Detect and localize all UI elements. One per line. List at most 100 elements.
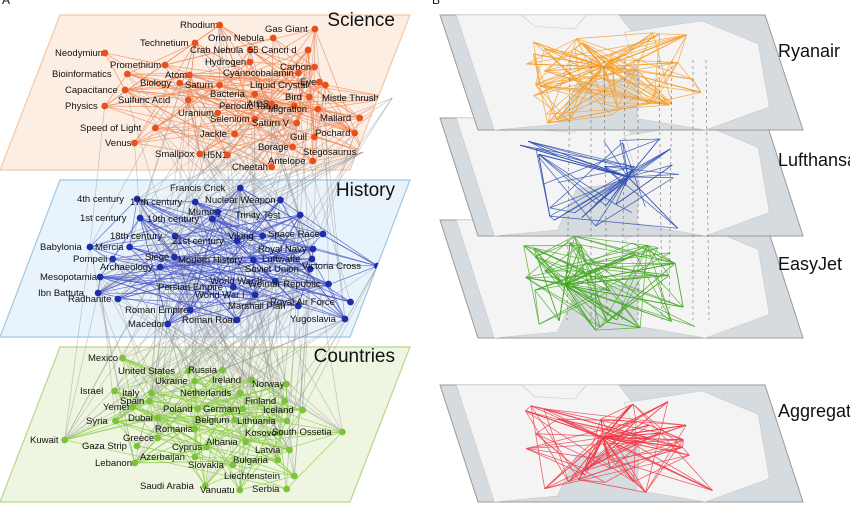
node-label-netherlands: Netherlands: [180, 388, 231, 399]
node-label-mesopotamia: Mesopotamia: [40, 272, 98, 283]
node-label-archaeology: Archaeology: [100, 262, 153, 273]
node-label-israel: Israel: [80, 386, 103, 397]
node-weimar-republic: [325, 281, 332, 288]
node-pochard: [351, 130, 358, 137]
node-label-21st-century: 21st century: [172, 236, 224, 247]
node-label-venus: Venus: [105, 138, 132, 149]
node-label-gas-giant: Gas Giant: [265, 24, 308, 35]
node-label-saturn-v: Saturn V: [252, 118, 290, 129]
node-label-cyanocobalamin: Cyanocobalamin: [223, 68, 294, 79]
node-romania: [191, 426, 198, 433]
node-label-bioinformatics: Bioinformatics: [52, 69, 112, 80]
node-label-azerbaijan: Azerbaijan: [140, 452, 185, 463]
node-label-smallpox: Smallpox: [155, 149, 194, 160]
node-syria: [112, 418, 119, 425]
node-label-technetium: Technetium: [140, 38, 189, 49]
node-migration: [315, 106, 322, 113]
node-viking: [259, 233, 266, 240]
node-speed-of-light: [152, 125, 159, 132]
node-label-saturn: Saturn: [185, 80, 213, 91]
node-cheetah: [268, 164, 275, 171]
node-lebanon: [131, 460, 138, 467]
node-label-borage: Borage: [258, 142, 289, 153]
node-bacteria: [251, 91, 258, 98]
node-label-nuclear-weapon: Nuclear Weapon: [205, 195, 276, 206]
layer-title-history: History: [336, 180, 396, 201]
node-dubai: [154, 415, 161, 422]
node-netherlands: [237, 390, 244, 397]
node-label-kuwait: Kuwait: [30, 435, 59, 446]
node-saturn: [216, 82, 223, 89]
node-label-germany: Germany: [203, 404, 242, 415]
node-capacitance: [122, 87, 129, 94]
node-label-rhodium: Rhodium: [180, 20, 218, 31]
node-17th-century: [192, 199, 199, 206]
node-label-speed-of-light: Speed of Light: [80, 123, 142, 134]
panel-label-b: B: [432, 0, 440, 7]
node-latvia: [286, 447, 293, 454]
node-nuclear-weapon: [277, 197, 284, 204]
node-label-trinity-test: Trinity Test: [235, 210, 281, 221]
node-label-17th-century: 17th century: [130, 197, 183, 208]
node-jackle: [231, 131, 238, 138]
node-babylonia: [87, 244, 94, 251]
node-label-biology: Biology: [140, 78, 171, 89]
node-label-francis-crick: Francis Crick: [170, 183, 226, 194]
node-label-royal-air-force: Royal Air Force: [270, 297, 335, 308]
node-label-mexico: Mexico: [88, 353, 118, 364]
node-modern-history: [250, 257, 257, 264]
node-lithuania: [284, 418, 291, 425]
node-label-victoria-cross: Victoria Cross: [302, 261, 361, 272]
node-radhanite: [115, 296, 122, 303]
node-label-ireland: Ireland: [212, 375, 241, 386]
node-trinity-test: [297, 212, 304, 219]
node-orion-nebula: [270, 35, 277, 42]
airline-title-easyjet: EasyJet: [778, 254, 842, 274]
node-venus: [131, 140, 138, 147]
node-royal-navy: [310, 246, 317, 253]
node-label-uranium: Uranium: [178, 108, 214, 119]
node-greece: [154, 435, 161, 442]
node-label-hydrogen: Hydrogen: [205, 57, 246, 68]
node-saturn-v: [293, 120, 300, 127]
node-label-sulfuric-acid: Sulfuric Acid: [118, 95, 170, 106]
airline-title-ryanair: Ryanair: [778, 41, 840, 61]
node-spain: [146, 398, 153, 405]
node-label-bulgaria: Bulgaria: [233, 455, 269, 466]
node-mercia: [126, 244, 133, 251]
node-label-ukraine: Ukraine: [155, 376, 188, 387]
node-label-space-race: Space Race: [268, 229, 320, 240]
node-albania: [242, 439, 249, 446]
node-label-neodymium: Neodymium: [55, 48, 106, 59]
node-kuwait: [61, 437, 68, 444]
node-space-race: [320, 231, 327, 238]
node-south-ossetia: [339, 429, 346, 436]
node-label-bird: Bird: [285, 92, 302, 103]
node-label-mallard: Mallard: [320, 113, 351, 124]
node-israel: [111, 388, 118, 395]
node-borage: [289, 144, 296, 151]
node-label-romania: Romania: [155, 424, 194, 435]
node-55-cancri-d: [305, 47, 312, 54]
node-francis-crick: [237, 185, 244, 192]
node-label-roman-road: Roman Road: [182, 315, 238, 326]
node-siege: [171, 254, 178, 261]
node-eye: [316, 79, 323, 86]
airline-layer-easyjet: [440, 220, 803, 338]
node-promethium: [162, 62, 169, 69]
node-bulgaria: [274, 457, 281, 464]
node-label-radhanite: Radhanite: [68, 294, 111, 305]
airline-title-lufthansa: Lufthansa: [778, 150, 850, 170]
node-label-aids: AIDS: [247, 99, 269, 110]
airline-layer-lufthansa: [440, 118, 803, 236]
layer-title-countries: Countries: [314, 346, 395, 367]
node-slovakia: [229, 462, 236, 469]
node-label-south-ossetia: South Ossetia: [272, 427, 332, 438]
node-label-1st-century: 1st century: [80, 213, 127, 224]
node-label-migration: Migration: [268, 104, 307, 115]
airline-title-aggregate: Aggregate: [778, 401, 850, 421]
node-finland: [281, 398, 288, 405]
node-bird: [306, 94, 313, 101]
